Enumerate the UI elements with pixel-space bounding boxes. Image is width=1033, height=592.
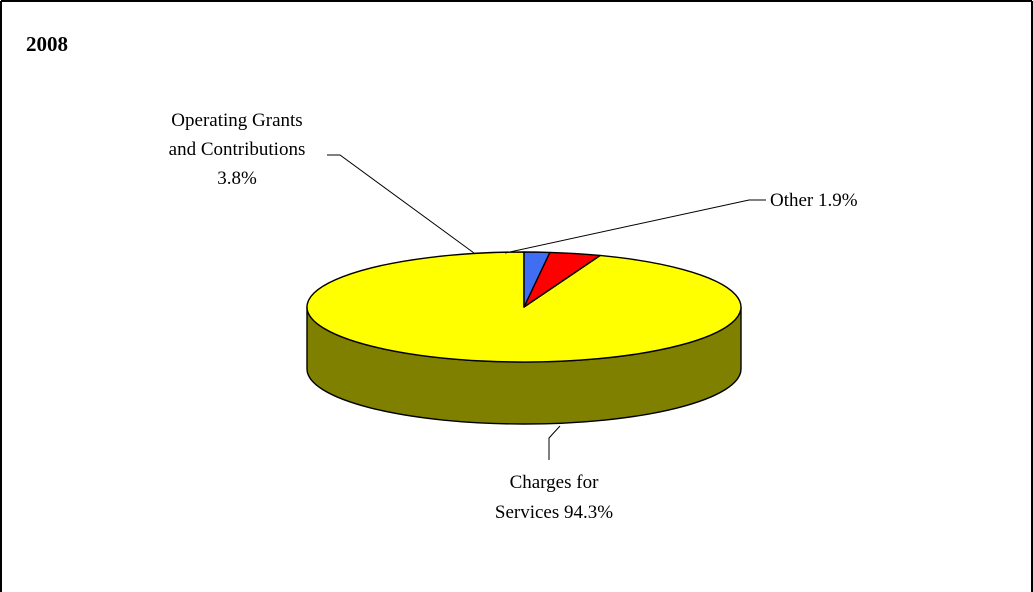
label-operating-grants: Operating Grants and Contributions 3.8% xyxy=(169,110,306,189)
label-charges-for-services-line: Services 94.3% xyxy=(495,502,613,523)
label-operating-grants-line: Operating Grants xyxy=(171,110,302,131)
label-operating-grants-line: 3.8% xyxy=(217,168,257,189)
label-charges-for-services: Charges for Services 94.3% xyxy=(495,472,613,523)
chart-title: 2008 xyxy=(26,32,68,56)
label-operating-grants-leader xyxy=(327,154,475,254)
slice-other xyxy=(523,251,551,308)
pie-group xyxy=(306,251,742,425)
label-other-line: Other 1.9% xyxy=(770,190,858,211)
label-charges-for-services-line: Charges for xyxy=(510,472,599,493)
label-operating-grants-line: and Contributions xyxy=(169,139,306,160)
label-other: Other 1.9% xyxy=(770,190,858,211)
label-group: Charges for Services 94.3% Operating Grant… xyxy=(169,110,858,523)
label-other-leader xyxy=(504,199,766,254)
label-charges-for-services-leader xyxy=(548,425,561,460)
